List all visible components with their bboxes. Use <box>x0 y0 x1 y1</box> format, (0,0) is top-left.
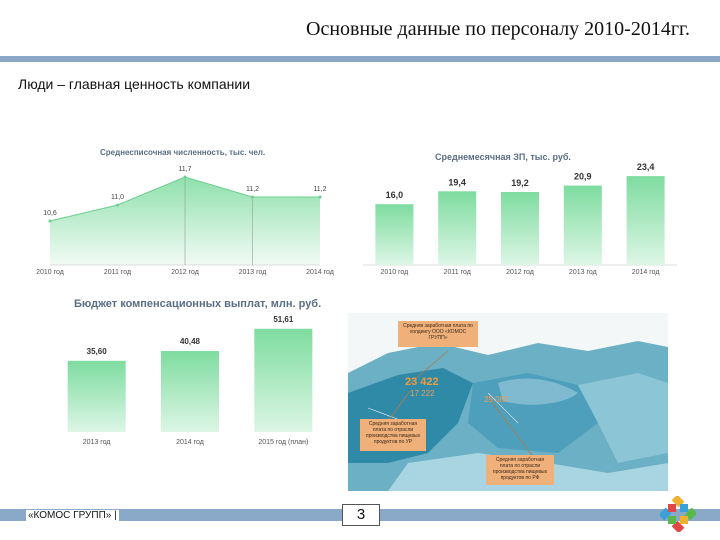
footer-company: «КОМОС ГРУПП» | <box>26 510 119 521</box>
salary-value-label: 19,4 <box>448 177 466 187</box>
salary-tick-label: 2011 год <box>444 269 471 276</box>
headcount-chart-panel: Среднесписочная численность, тыс. чел. 1… <box>30 140 340 280</box>
page-subtitle: Люди – главная ценность компании <box>18 76 251 92</box>
budget-value-label: 40,48 <box>180 337 201 346</box>
page-title: Основные данные по персоналу 2010-2014гг… <box>306 18 690 40</box>
headcount-point <box>48 219 52 223</box>
headcount-point <box>116 203 119 207</box>
headcount-value-label: 11,0 <box>111 194 124 201</box>
budget-chart-panel: Бюджет компенсационных выплат, млн. руб.… <box>40 292 340 452</box>
budget-bar <box>254 328 313 432</box>
salary-bar <box>375 204 414 265</box>
headcount-point <box>183 175 187 179</box>
salary-bar <box>438 191 477 265</box>
salary-bar <box>501 192 539 265</box>
budget-chart: 35,60 2013 год 40,48 2014 год 51,61 2015 год … <box>67 315 313 446</box>
salary-chart: 16,0 2010 год 19,4 2011 год 19,2 2012 год 20,9… <box>363 162 677 276</box>
budget-value-label: 51,61 <box>273 315 294 324</box>
salary-value-label: 16,0 <box>386 190 404 200</box>
headcount-tick-label: 2012 год <box>171 269 199 276</box>
headcount-point <box>251 195 254 199</box>
budget-tick-label: 2013 год <box>83 439 111 446</box>
russia-salary-value: 25 083 <box>484 395 509 404</box>
salary-tick-label: 2014 год <box>632 269 660 276</box>
salary-tick-label: 2012 год <box>506 269 534 276</box>
salary-value-label: 23,4 <box>637 162 655 172</box>
headcount-point <box>318 195 322 199</box>
header-divider <box>0 56 720 62</box>
salary-value-label: 20,9 <box>574 172 592 182</box>
page-number: 3 <box>342 504 380 526</box>
company-logo-icon <box>660 496 696 532</box>
headcount-tick-label: 2011 год <box>104 269 131 276</box>
headcount-tick-label: 2014 год <box>306 269 334 276</box>
budget-chart-title: Бюджет компенсационных выплат, млн. руб. <box>74 298 322 310</box>
map-regions-shape <box>348 341 668 491</box>
budget-tick-label: 2015 год (план) <box>258 439 308 446</box>
region-salary-value: 17 222 <box>410 389 435 398</box>
headcount-value-label: 10,6 <box>43 210 57 217</box>
salary-chart-title: Среднемесячная ЗП, тыс. руб. <box>435 152 571 162</box>
headcount-value-label: 11,7 <box>178 166 191 173</box>
salary-bar <box>626 176 665 265</box>
headcount-chart: 10,6 2010 год 11,0 2011 год 11,7 2012 год 11,2… <box>36 166 334 276</box>
headcount-tick-label: 2010 год <box>36 269 64 276</box>
russia-salary-map: Средняя заработная плата по холдингу ООО… <box>348 313 668 491</box>
salary-tick-label: 2010 год <box>381 269 409 276</box>
budget-bar <box>67 360 126 432</box>
salary-tick-label: 2013 год <box>569 269 597 276</box>
headcount-value-label: 11,2 <box>313 186 326 193</box>
headcount-value-label: 11,2 <box>246 186 259 193</box>
callout-company-salary: Средняя заработная плата по холдингу ООО… <box>398 321 478 347</box>
salary-bar <box>563 185 602 265</box>
headcount-chart-title: Среднесписочная численность, тыс. чел. <box>100 148 266 157</box>
callout-region-salary: Средняя заработная плата по отрасли прои… <box>360 419 426 451</box>
budget-value-label: 35,60 <box>87 347 108 356</box>
salary-chart-panel: Среднемесячная ЗП, тыс. руб. 16,0 2010 го… <box>355 140 685 280</box>
salary-value-label: 19,2 <box>511 178 529 188</box>
callout-russia-salary: Средняя заработная плата по отрасли прои… <box>486 455 554 485</box>
company-salary-value: 23 422 <box>405 376 439 388</box>
budget-tick-label: 2014 год <box>176 439 204 446</box>
headcount-tick-label: 2013 год <box>239 269 267 276</box>
budget-bar <box>161 351 219 432</box>
